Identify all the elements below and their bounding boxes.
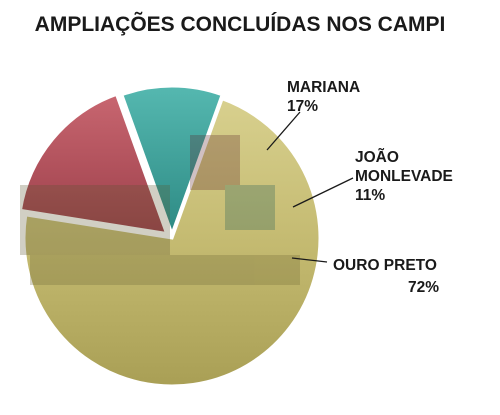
slice-labels: MARIANA 17% JOÃO MONLEVADE 11% OURO PRET… <box>287 79 453 296</box>
slice-mariana <box>18 92 169 236</box>
label-ouro-preto-name: OURO PRETO <box>333 257 437 274</box>
leader-line-joao-monlevade <box>292 177 354 208</box>
pie-slices <box>18 84 322 388</box>
slice-ouro-preto <box>22 96 322 388</box>
label-joao-monlevade-line1: JOÃO <box>355 148 399 166</box>
label-joao-monlevade-line2: MONLEVADE <box>355 168 453 185</box>
slice-joao-monlevade <box>119 84 225 239</box>
label-ouro-preto-value: 72% <box>408 279 439 296</box>
photo-hints <box>20 135 300 285</box>
leader-lines <box>266 111 354 263</box>
label-mariana-value: 17% <box>287 98 318 115</box>
chart-title: AMPLIAÇÕES CONCLUÍDAS NOS CAMPI <box>35 12 446 36</box>
label-joao-monlevade-value: 11% <box>355 187 385 204</box>
leader-line-mariana <box>266 111 301 151</box>
leader-line-ouro-preto <box>291 257 328 263</box>
label-mariana-name: MARIANA <box>287 79 360 96</box>
